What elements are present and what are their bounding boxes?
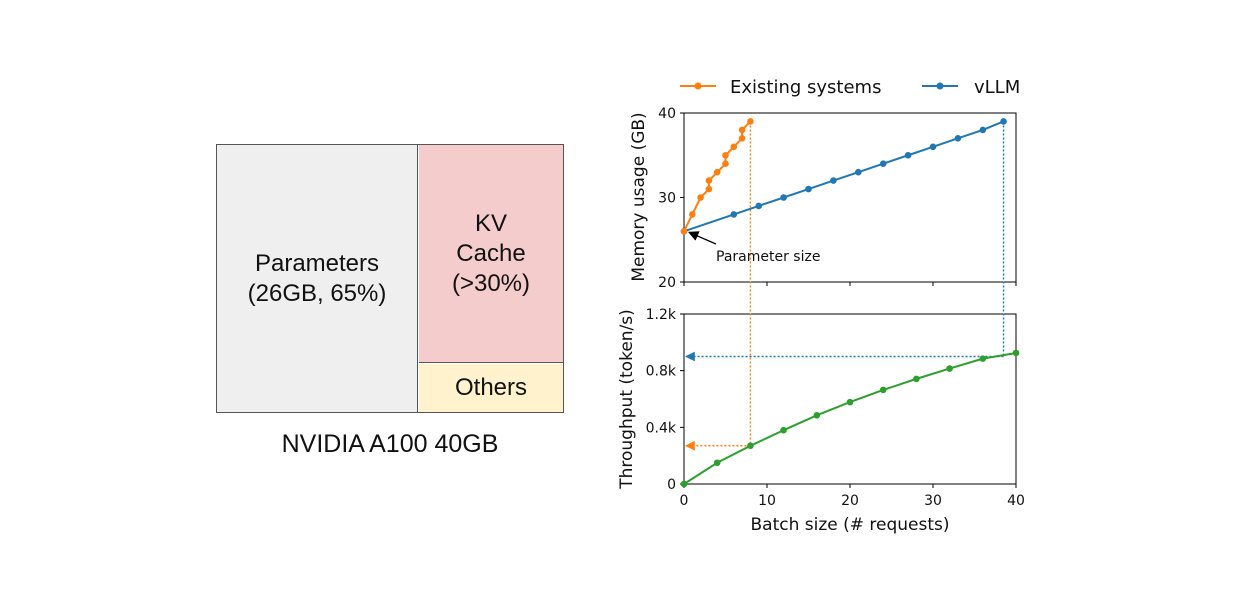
throughput-xtick-label: 0 [680, 493, 689, 509]
vllm-memory-point [780, 194, 787, 201]
legend-label-existing: Existing systems [730, 77, 881, 98]
others-block: Others [419, 364, 563, 412]
throughput-xtick-label: 10 [758, 493, 776, 509]
chart-legend: Existing systems vLLM [680, 77, 1020, 98]
kv-cache-label: KV Cache (>30%) [451, 209, 531, 297]
legend-label-vllm: vLLM [974, 77, 1020, 98]
throughput-point [680, 480, 688, 488]
others-label: Others [454, 374, 528, 401]
memory-ytick-label: 40 [658, 106, 676, 122]
memory-y-axis-label: Memory usage (GB) [629, 112, 649, 281]
throughput-xtick-label: 20 [841, 493, 859, 509]
vllm-memory-point [879, 160, 887, 167]
legend-marker-vllm [936, 82, 944, 90]
existing-memory-point [705, 177, 713, 184]
existing-memory-point [722, 160, 729, 167]
vllm-memory-point [755, 202, 762, 210]
throughput-point [780, 426, 787, 434]
vllm-memory-point [830, 177, 837, 184]
throughput-point [846, 398, 854, 406]
vllm-memory-point [805, 185, 812, 193]
throughput-point [979, 355, 987, 362]
throughput-point [713, 459, 721, 467]
existing-memory-point [730, 143, 738, 151]
kv-cache-block: KV Cache (>30%) [419, 145, 563, 363]
throughput-xtick-label: 40 [1007, 493, 1025, 509]
gpu-caption: NVIDIA A100 40GB [281, 430, 499, 458]
throughput-line [683, 351, 1017, 485]
existing-memory-point [705, 185, 713, 193]
existing-memory-point [722, 151, 729, 159]
throughput-ytick-label: 0.4k [646, 420, 677, 436]
memory-x-ticks [683, 282, 1017, 286]
vllm-memory-point [954, 135, 962, 142]
vllm-memory-point [855, 168, 862, 176]
throughput-ytick-label: 0.8k [646, 364, 677, 380]
vllm-memory-point [1000, 118, 1007, 125]
existing-memory-point [738, 135, 746, 142]
guide-lines [685, 121, 1005, 451]
throughput-xtick-label: 30 [924, 493, 942, 509]
memory-ytick-label: 30 [658, 191, 676, 207]
memory-y-ticks: 20 30 40 [658, 106, 684, 291]
series-layer [680, 118, 1020, 488]
throughput-point [879, 386, 887, 394]
vllm-memory-point [904, 151, 912, 159]
existing-memory-point [697, 194, 704, 201]
x-axis-label: Batch size (# requests) [750, 515, 949, 535]
parameters-block: Parameters (26GB, 65%) [217, 145, 418, 412]
throughput-point [813, 411, 821, 419]
existing-memory-point [738, 126, 746, 134]
legend-marker-existing [694, 82, 702, 90]
throughput-x-ticks: 0 10 20 30 40 [680, 484, 1025, 509]
memory-ytick-label: 20 [658, 275, 676, 291]
throughput-ytick-label: 0 [667, 477, 676, 493]
throughput-point [1012, 349, 1020, 357]
existing-memory-point [680, 228, 688, 235]
existing-memory-point [713, 168, 721, 176]
throughput-ytick-label: 1.2k [646, 307, 677, 323]
throughput-y-ticks: 0 0.4k 0.8k 1.2k [646, 307, 684, 493]
throughput-point [747, 442, 754, 450]
existing-memory-point [747, 118, 754, 125]
vllm-memory-point [929, 143, 937, 151]
parameter-size-arrow [688, 231, 717, 245]
existing-memory-point [689, 211, 696, 218]
throughput-point [913, 375, 920, 383]
vllm-memory-point [730, 211, 738, 218]
parameters-label: Parameters (26GB, 65%) [247, 249, 387, 307]
throughput-y-axis-label: Throughput (token/s) [617, 309, 637, 490]
vllm-memory-point [979, 126, 987, 134]
throughput-point [946, 365, 953, 372]
parameter-size-annotation: Parameter size [716, 249, 820, 265]
